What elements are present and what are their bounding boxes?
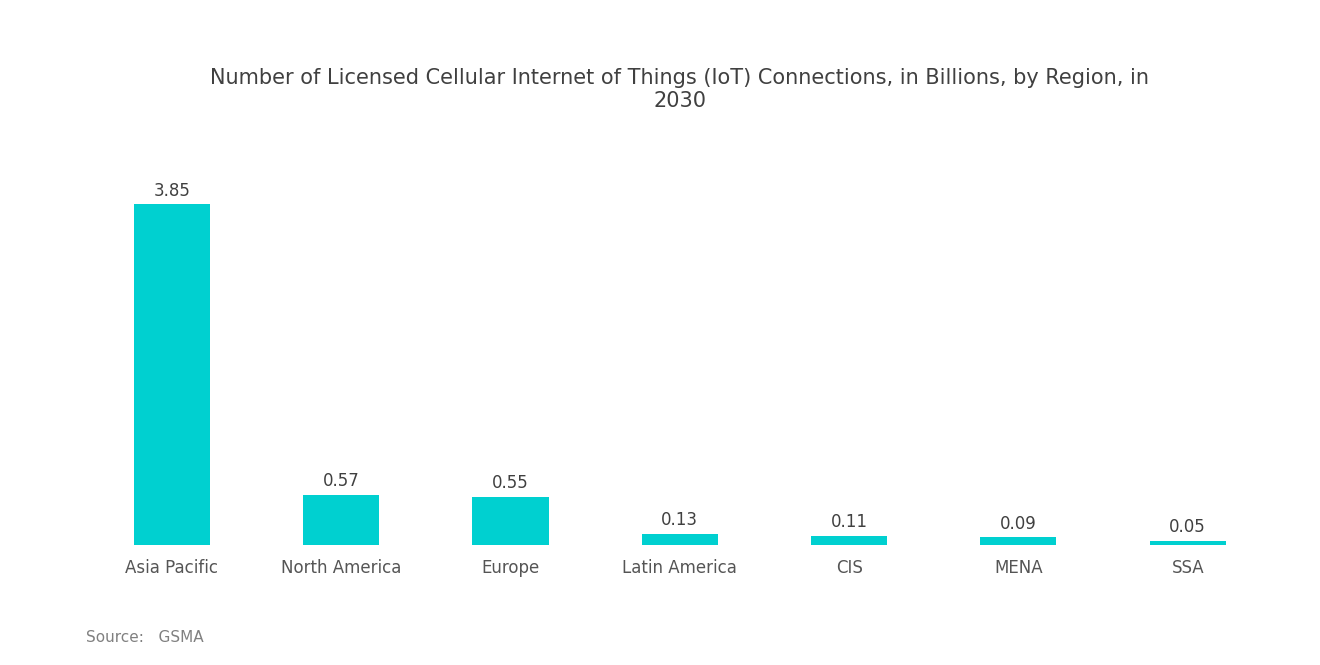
Bar: [304, 495, 379, 545]
Text: 0.11: 0.11: [830, 513, 867, 531]
Bar: [1150, 541, 1226, 545]
Bar: [473, 497, 549, 545]
Bar: [981, 537, 1056, 545]
Bar: [810, 535, 887, 545]
Bar: [133, 204, 210, 545]
Text: 0.09: 0.09: [1001, 515, 1036, 533]
Title: Number of Licensed Cellular Internet of Things (IoT) Connections, in Billions, b: Number of Licensed Cellular Internet of …: [210, 68, 1150, 112]
Text: 0.13: 0.13: [661, 511, 698, 529]
Text: Source:   GSMA: Source: GSMA: [86, 630, 203, 645]
Text: 3.85: 3.85: [153, 182, 190, 200]
Bar: [642, 534, 718, 545]
Text: 0.57: 0.57: [323, 472, 359, 490]
Text: 0.05: 0.05: [1170, 519, 1206, 537]
Text: 0.55: 0.55: [492, 474, 529, 492]
